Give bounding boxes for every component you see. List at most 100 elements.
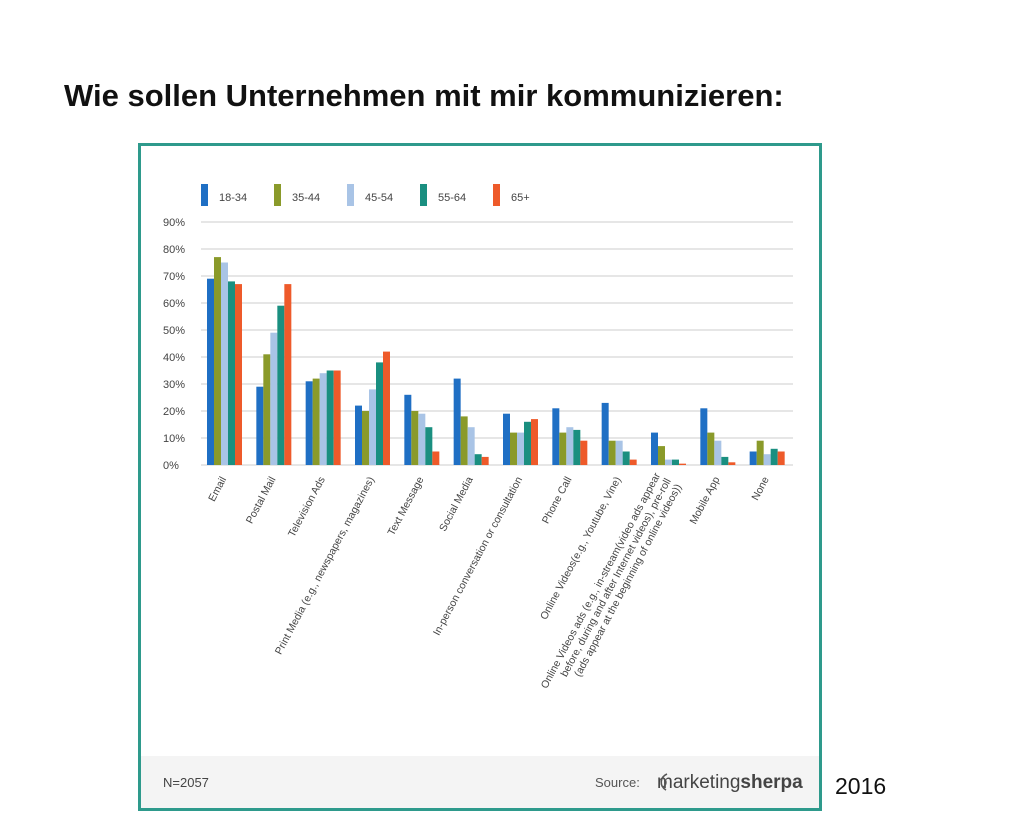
- bar: [777, 451, 785, 465]
- legend-swatch: [347, 184, 354, 206]
- legend-swatch: [274, 184, 281, 206]
- legend-swatch: [493, 184, 500, 206]
- bar: [383, 351, 390, 465]
- x-tick-label-line: Television Ads: [286, 475, 328, 539]
- bar: [432, 451, 440, 465]
- x-tick-label-line: Social Media: [437, 475, 476, 534]
- x-tick-label-line: (ads appear at the beginning of online v…: [572, 482, 684, 679]
- legend-swatch: [201, 184, 208, 206]
- legend-label: 18-34: [219, 192, 247, 204]
- bar: [700, 408, 708, 465]
- bar: [629, 459, 637, 465]
- bar: [221, 262, 228, 465]
- bar: [622, 451, 630, 465]
- y-tick-label: 40%: [163, 352, 185, 364]
- bars: [207, 257, 785, 465]
- bar: [411, 411, 419, 465]
- bar: [608, 440, 616, 465]
- bar-chart: 18-34 35-44 45-54 55-64 65+ 0% 10% 20% 30% 40% 50…: [163, 184, 793, 691]
- x-tick-label-line: In-person conversation or consultation: [431, 475, 525, 638]
- legend-label: 65+: [511, 192, 530, 204]
- bar: [756, 440, 764, 465]
- y-tick-label: 90%: [163, 217, 185, 229]
- x-tick-label-line: Mobile App: [687, 475, 722, 527]
- bar: [552, 408, 560, 465]
- bar: [235, 284, 242, 465]
- bar: [404, 394, 412, 465]
- bar: [524, 421, 531, 465]
- bar: [362, 411, 369, 465]
- bar: [763, 454, 771, 465]
- bar: [355, 405, 362, 465]
- bar: [580, 440, 588, 465]
- slide-title: Wie sollen Unternehmen mit mir kommunizi…: [64, 78, 784, 113]
- x-tick-label-line: Text Message: [385, 475, 426, 538]
- legend-label: 45-54: [365, 192, 393, 204]
- bar: [214, 257, 221, 465]
- sample-size-note: N=2057: [163, 775, 209, 790]
- bar: [615, 440, 623, 465]
- bar: [277, 305, 285, 465]
- bar: [651, 432, 658, 465]
- bar: [503, 413, 510, 465]
- x-tick-label-line: Phone Call: [540, 475, 575, 526]
- x-tick-label: Social Media: [437, 475, 476, 534]
- bar: [517, 432, 524, 465]
- bar: [531, 419, 538, 465]
- bar: [319, 373, 327, 465]
- x-tick-label: Television Ads: [286, 475, 328, 539]
- bar: [672, 459, 679, 465]
- y-tick-label: 0%: [163, 460, 179, 472]
- year-label: 2016: [835, 773, 887, 799]
- x-tick-label: Mobile App: [687, 475, 722, 527]
- bar: [312, 378, 320, 465]
- legend-label: 55-64: [438, 192, 466, 204]
- bar: [679, 463, 686, 465]
- marketingsherpa-logo: marketingsherpa: [657, 772, 803, 794]
- x-tick-label: None: [749, 475, 771, 503]
- legend: 18-34 35-44 45-54 55-64 65+: [201, 184, 530, 206]
- bar: [333, 370, 341, 465]
- sherpa-logo-icon: [660, 773, 668, 791]
- bar: [559, 432, 567, 465]
- y-tick-label: 70%: [163, 271, 185, 283]
- bar: [749, 451, 757, 465]
- y-tick-label: 50%: [163, 325, 185, 337]
- gridlines: 0% 10% 20% 30% 40% 50% 60% 70% 80% 90%: [163, 217, 793, 472]
- bar: [263, 354, 271, 465]
- bar: [707, 432, 715, 465]
- bar: [601, 402, 609, 465]
- brand-light-text: marketing: [657, 772, 741, 793]
- bar: [453, 378, 461, 465]
- bar: [467, 427, 475, 465]
- x-tick-label-line: Print Media (e.g., newspapers, magazines…: [273, 475, 377, 657]
- bar: [284, 284, 292, 465]
- bar: [510, 432, 517, 465]
- bar: [305, 381, 313, 465]
- x-tick-label-line: Postal Mail: [244, 475, 279, 526]
- y-tick-label: 10%: [163, 433, 185, 445]
- x-tick-label-line: None: [749, 475, 771, 503]
- brand-bold-text: sherpa: [740, 772, 803, 793]
- y-tick-label: 30%: [163, 379, 185, 391]
- legend-swatch: [420, 184, 427, 206]
- y-tick-label: 60%: [163, 298, 185, 310]
- bar: [369, 389, 376, 465]
- y-tick-label: 80%: [163, 244, 185, 256]
- bar: [376, 362, 383, 465]
- x-tick-label: Phone Call: [540, 475, 575, 526]
- bar: [714, 440, 722, 465]
- bar: [728, 462, 736, 465]
- x-tick-label: Text Message: [385, 475, 426, 538]
- bar: [665, 459, 672, 465]
- bar: [770, 448, 778, 465]
- bar: [207, 278, 214, 465]
- bar: [474, 454, 482, 465]
- chart-frame: 18-34 35-44 45-54 55-64 65+ 0% 10% 20% 30% 40% 50…: [138, 143, 822, 811]
- x-tick-label: Postal Mail: [244, 475, 279, 526]
- bar: [721, 456, 729, 465]
- bar: [573, 429, 581, 465]
- bar: [418, 413, 426, 465]
- bar: [326, 370, 334, 465]
